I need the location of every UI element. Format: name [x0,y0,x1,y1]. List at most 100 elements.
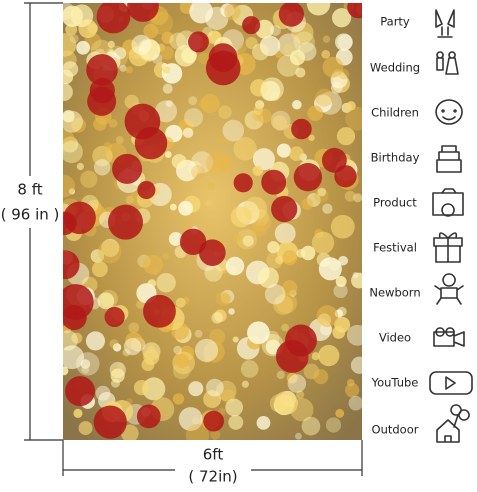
ornament [179,228,207,256]
use-icon [433,327,465,347]
bokeh-light [220,267,228,274]
bokeh-light [187,161,203,176]
bokeh-light [210,429,221,440]
bokeh-light [107,49,117,59]
bokeh-light [218,105,232,119]
ornament [285,324,317,357]
bokeh-light [93,117,107,131]
bokeh-light [63,345,85,370]
ornament [143,294,176,328]
bokeh-light [78,421,93,436]
bokeh-light [220,293,231,304]
bokeh-light [81,365,90,374]
bokeh-light [267,241,280,254]
bokeh-light [318,91,342,115]
bokeh-light [131,34,152,55]
bokeh-light [178,407,203,431]
width-feet: 6ft [203,446,224,464]
ornament [293,163,323,192]
ornament [63,304,87,331]
bokeh-light [87,23,98,34]
bokeh-light [173,345,182,355]
bokeh-light [251,43,269,61]
bokeh-light [76,40,90,55]
ornament [291,118,312,140]
ornament [93,405,127,439]
bokeh-light [115,135,124,145]
bokeh-light [275,51,283,59]
bokeh-light [228,414,244,430]
bokeh-light [317,187,327,197]
ornament [86,54,118,86]
height-feet: 8 ft [17,181,42,199]
bokeh-light [335,408,345,418]
bokeh-light [311,231,335,255]
bokeh-light [260,77,284,101]
bokeh-light [240,360,259,378]
bokeh-light [225,256,245,276]
bokeh-light [109,339,119,349]
use-icon [433,232,463,263]
bokeh-light [334,316,351,333]
bokeh-light [282,250,298,266]
bokeh-light [351,272,362,289]
bokeh-light [76,162,84,171]
bokeh-light [217,156,231,170]
bokeh-light [232,233,242,243]
bokeh-light [63,140,83,164]
ornament [205,50,241,86]
use-icon [432,188,464,217]
bokeh-light [270,25,281,36]
bokeh-light [204,263,223,282]
use-label: YouTube [371,376,419,390]
bokeh-light [325,417,342,433]
bokeh-light [296,390,305,399]
bokeh-light [273,295,294,316]
bokeh-light [257,267,279,289]
bokeh-light [228,308,235,315]
bokeh-light [301,416,321,436]
bokeh-light [286,372,298,384]
bokeh-light [344,190,356,202]
bokeh-light [295,67,306,78]
bokeh-light [93,159,111,176]
bokeh-light [194,338,219,363]
bokeh-light [63,82,73,102]
use-label: Children [371,106,419,120]
bokeh-light [63,366,69,376]
bokeh-light [215,135,226,146]
bokeh-light [331,8,352,28]
bokeh-light [318,257,342,281]
bokeh-light [101,238,120,257]
bokeh-light [141,358,155,372]
bokeh-light [142,377,166,401]
bokeh-light [164,151,172,159]
ornament [261,169,287,195]
bokeh-light [353,193,362,203]
bokeh-light [117,362,124,370]
bokeh-light [123,337,142,356]
bokeh-light [225,398,244,417]
bokeh-light [155,100,177,123]
bokeh-light [211,312,223,324]
bokeh-light [92,145,113,167]
ornament [233,173,253,193]
bokeh-light [289,146,304,162]
use-label: Wedding [370,61,420,75]
bokeh-light [90,249,105,263]
bokeh-light [350,356,362,374]
ornament [107,204,143,240]
bokeh-light [313,369,329,385]
bokeh-light [348,395,362,411]
bokeh-light [200,93,220,114]
bokeh-light [91,261,108,278]
bokeh-light [242,235,254,247]
bokeh-light [256,415,271,430]
bokeh-light [275,292,297,314]
bokeh-light [161,63,183,84]
bokeh-light [63,33,77,57]
bokeh-light [247,321,270,345]
bokeh-light [63,174,76,198]
bokeh-light [110,368,125,383]
